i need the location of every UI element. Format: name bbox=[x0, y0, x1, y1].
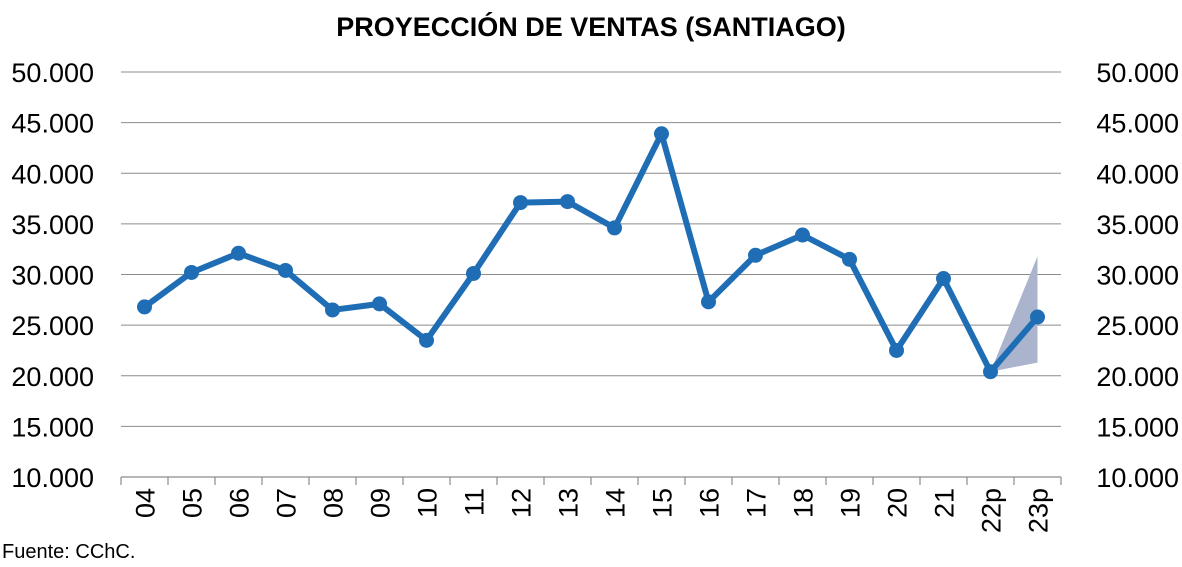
x-tick-label: 14 bbox=[601, 488, 631, 518]
gridlines bbox=[121, 71, 1061, 478]
data-point bbox=[701, 294, 716, 310]
x-tick-label: 22p bbox=[977, 488, 1007, 533]
series-line bbox=[141, 130, 1041, 375]
data-point bbox=[936, 271, 951, 287]
y-tick-label-left: 35.000 bbox=[11, 210, 94, 240]
y-axis-left: 10.000 15.000 20.000 25.000 30.000 35.000 40.0… bbox=[11, 58, 94, 493]
x-axis bbox=[120, 476, 1062, 485]
chart-title: PROYECCIÓN DE VENTAS (SANTIAGO) bbox=[336, 12, 846, 42]
y-tick-label-right: 25.000 bbox=[1096, 311, 1179, 341]
data-point bbox=[372, 296, 387, 312]
y-axis-right: 10.000 15.000 20.000 25.000 30.000 35.000 40.0… bbox=[1096, 58, 1179, 493]
x-tick-label: 11 bbox=[460, 488, 490, 516]
projection-band bbox=[990, 256, 1038, 372]
x-tick-label: 13 bbox=[554, 488, 584, 518]
y-tick-label-right: 30.000 bbox=[1096, 261, 1179, 291]
x-tick-label: 07 bbox=[272, 488, 302, 518]
y-tick-label-right: 45.000 bbox=[1096, 109, 1179, 139]
data-point bbox=[325, 302, 340, 318]
y-tick-label-right: 15.000 bbox=[1096, 412, 1179, 442]
y-tick-label-right: 50.000 bbox=[1096, 58, 1179, 88]
y-tick-label-left: 15.000 bbox=[11, 412, 94, 442]
x-tick-label: 05 bbox=[178, 488, 208, 518]
data-point bbox=[184, 264, 199, 280]
projection-band-area bbox=[990, 256, 1038, 372]
data-point bbox=[560, 194, 575, 210]
data-point bbox=[654, 126, 669, 142]
x-tick-label: 21 bbox=[930, 488, 960, 518]
data-point bbox=[748, 247, 763, 263]
data-point bbox=[795, 227, 810, 243]
y-tick-label-left: 25.000 bbox=[11, 311, 94, 341]
x-tick-label: 06 bbox=[225, 488, 255, 518]
data-point bbox=[889, 342, 904, 358]
data-point bbox=[419, 332, 434, 348]
x-tick-labels: 04 05 06 07 08 09 10 11 12 13 14 15 16 17 18 19 20 21 22p 2… bbox=[131, 488, 1054, 533]
y-tick-label-left: 40.000 bbox=[11, 159, 94, 189]
y-tick-label-right: 40.000 bbox=[1096, 159, 1179, 189]
data-point bbox=[231, 245, 246, 261]
series-points bbox=[137, 126, 1045, 380]
x-tick-label: 18 bbox=[789, 488, 819, 518]
source-note: Fuente: CChC. bbox=[2, 541, 136, 563]
x-tick-label: 23p bbox=[1024, 488, 1054, 533]
x-tick-label: 10 bbox=[413, 488, 443, 518]
data-point bbox=[607, 220, 622, 236]
x-tick-label: 20 bbox=[883, 488, 913, 518]
x-tick-label: 12 bbox=[507, 488, 537, 518]
y-tick-label-left: 45.000 bbox=[11, 109, 94, 139]
y-tick-label-left: 30.000 bbox=[11, 261, 94, 291]
data-point bbox=[842, 251, 857, 267]
y-tick-label-left: 20.000 bbox=[11, 362, 94, 392]
data-point bbox=[983, 364, 998, 380]
y-tick-label-right: 10.000 bbox=[1096, 463, 1179, 493]
x-tick-label: 08 bbox=[319, 488, 349, 518]
y-tick-label-left: 50.000 bbox=[11, 58, 94, 88]
x-tick-label: 15 bbox=[648, 488, 678, 518]
x-tick-label: 16 bbox=[695, 488, 725, 518]
data-point bbox=[137, 299, 152, 315]
x-tick-label: 19 bbox=[836, 488, 866, 518]
x-tick-label: 09 bbox=[366, 488, 396, 518]
data-point bbox=[278, 262, 293, 278]
y-tick-label-right: 35.000 bbox=[1096, 210, 1179, 240]
y-tick-label-right: 20.000 bbox=[1096, 362, 1179, 392]
data-point bbox=[1030, 309, 1045, 325]
x-tick-label: 04 bbox=[131, 488, 161, 518]
data-point bbox=[466, 265, 481, 281]
series-polyline bbox=[141, 130, 1041, 375]
y-tick-label-left: 10.000 bbox=[11, 463, 94, 493]
x-tick-label: 17 bbox=[742, 488, 772, 518]
data-point bbox=[513, 195, 528, 211]
